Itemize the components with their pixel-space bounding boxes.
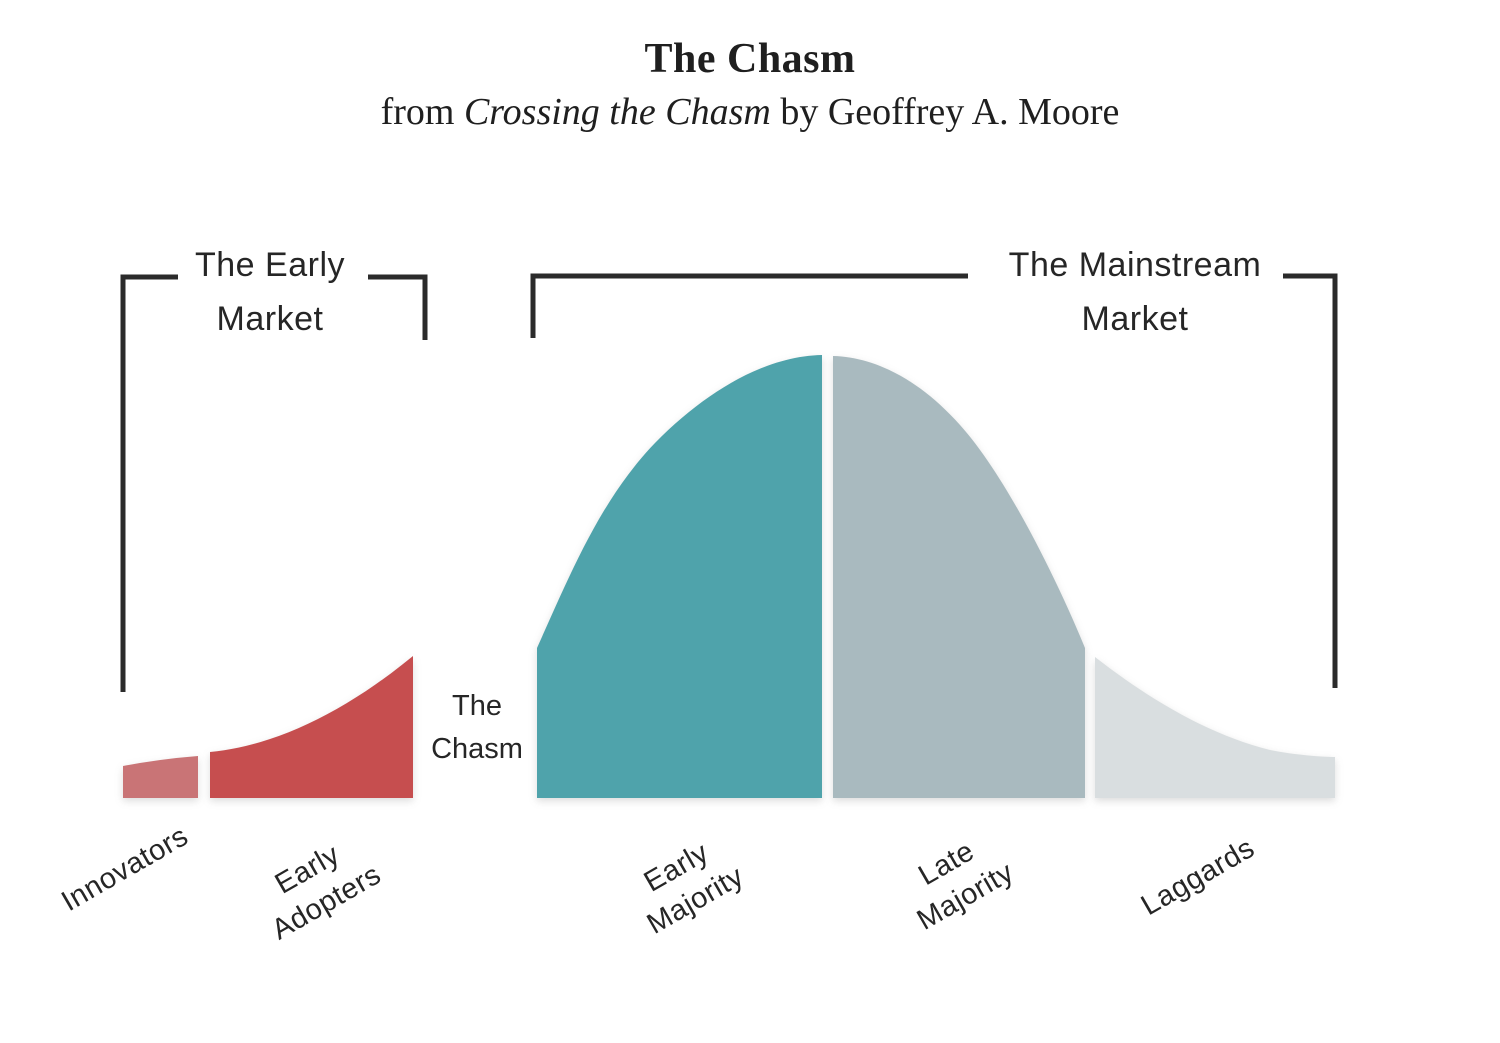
mainstream-bracket-left — [530, 273, 968, 338]
early-adopters-segment — [210, 656, 413, 798]
chasm-gap-label-line2: Chasm — [431, 733, 523, 765]
mainstream-market-label-line2: Market — [1081, 300, 1189, 338]
late-majority-segment — [833, 356, 1085, 798]
mainstream-bracket-right — [1283, 273, 1338, 688]
early-majority-segment — [537, 355, 822, 798]
early-market-label-line2: Market — [216, 300, 324, 338]
subtitle-book-title: Crossing the Chasm — [463, 91, 771, 133]
early-market-bracket-right — [368, 274, 428, 340]
early-market-label-line1: The Early — [195, 246, 345, 284]
page-subtitle: from Crossing the Chasm by Geoffrey A. M… — [0, 93, 1500, 131]
subtitle-prefix: from — [380, 91, 464, 133]
laggards-segment — [1095, 657, 1335, 798]
innovators-segment — [123, 756, 198, 798]
early-market-bracket-left — [120, 274, 178, 692]
chasm-gap-label-line1: The — [452, 690, 502, 722]
page-title: The Chasm — [644, 36, 856, 82]
mainstream-market-label-line1: The Mainstream — [1008, 246, 1262, 284]
mainstream-market-label: The Mainstream Market — [1009, 238, 1262, 346]
early-market-label: The Early Market — [195, 238, 345, 346]
subtitle-suffix: by Geoffrey A. Moore — [770, 91, 1120, 133]
chasm-gap-label: The Chasm — [431, 685, 523, 771]
